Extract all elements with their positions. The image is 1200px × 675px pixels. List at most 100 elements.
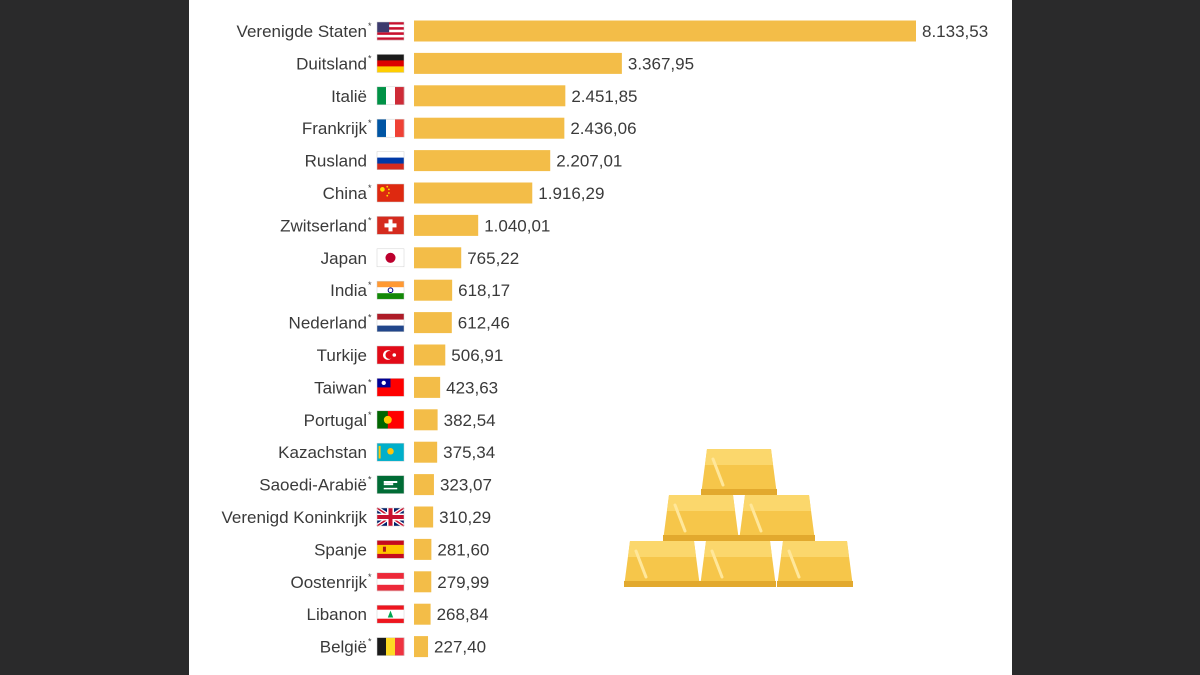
value-label-kazachstan: 375,34	[443, 443, 495, 462]
flag-ru-icon	[376, 151, 405, 170]
category-label-rusland: Rusland	[305, 152, 367, 171]
flag-fr-icon	[376, 118, 405, 138]
asterisk-mark: *	[368, 183, 372, 193]
bar-taiwan	[414, 376, 441, 398]
category-label-nederland: Nederland	[289, 314, 367, 333]
asterisk-mark: *	[368, 475, 372, 485]
category-label-japan: Japan	[321, 249, 367, 268]
bar-libanon	[414, 603, 431, 625]
asterisk-mark: *	[368, 53, 372, 63]
flag-tw-icon	[376, 378, 405, 397]
gold-ingot	[777, 541, 853, 587]
gold-ingot	[739, 495, 815, 541]
bar-portugal	[414, 409, 438, 431]
gold-ingot	[663, 495, 739, 541]
asterisk-mark: *	[368, 118, 372, 128]
bar-nederland	[414, 312, 452, 334]
asterisk-mark: *	[368, 313, 372, 323]
asterisk-mark: *	[368, 410, 372, 420]
value-label-taiwan: 423,63	[446, 378, 498, 397]
flag-nl-icon	[376, 313, 405, 332]
flag-ch-icon	[376, 216, 405, 235]
bar-itali	[414, 85, 566, 107]
value-label-portugal: 382,54	[444, 411, 496, 430]
flag-gb-icon	[375, 506, 406, 528]
flag-tr-icon	[376, 345, 405, 365]
bar-rusland	[414, 150, 551, 172]
bar-spanje	[414, 538, 432, 560]
category-label-belgi: België	[320, 638, 367, 657]
bar-kazachstan	[414, 441, 438, 463]
value-label-turkije: 506,91	[451, 346, 503, 365]
bar-verenigde-staten	[414, 20, 916, 42]
value-label-china: 1.916,29	[538, 184, 604, 203]
asterisk-mark: *	[368, 280, 372, 290]
flag-us-icon	[376, 21, 405, 41]
asterisk-mark: *	[368, 637, 372, 647]
value-label-belgi: 227,40	[434, 638, 486, 657]
flag-jp-icon	[376, 248, 405, 268]
gold-ingot	[701, 449, 777, 495]
asterisk-mark: *	[368, 21, 372, 31]
value-label-rusland: 2.207,01	[556, 152, 622, 171]
flag-pt-icon	[376, 410, 405, 430]
value-label-nederland: 612,46	[458, 314, 510, 333]
bar-duitsland	[414, 52, 622, 74]
category-label-turkije: Turkije	[317, 346, 367, 365]
category-label-verenigde-staten: Verenigde Staten	[237, 22, 367, 41]
asterisk-mark: *	[368, 377, 372, 387]
gold-ingot	[624, 541, 700, 587]
bar-india	[414, 279, 453, 301]
value-label-japan: 765,22	[467, 249, 519, 268]
category-label-oostenrijk: Oostenrijk	[290, 573, 367, 592]
flag-at-icon	[376, 572, 405, 592]
value-label-libanon: 268,84	[437, 605, 489, 624]
bar-turkije	[414, 344, 446, 366]
category-label-zwitserland: Zwitserland	[280, 216, 367, 235]
category-label-itali: Italië	[331, 87, 367, 106]
category-label-india: India	[330, 281, 367, 300]
category-label-frankrijk: Frankrijk	[302, 119, 368, 138]
value-label-spanje: 281,60	[437, 540, 489, 559]
value-label-zwitserland: 1.040,01	[484, 216, 550, 235]
flag-kz-icon	[376, 442, 405, 462]
value-label-verenigde-staten: 8.133,53	[922, 22, 988, 41]
category-label-duitsland: Duitsland	[296, 54, 367, 73]
value-label-saoedi-arabi: 323,07	[440, 476, 492, 495]
value-label-itali: 2.451,85	[571, 87, 637, 106]
category-label-portugal: Portugal	[304, 411, 367, 430]
flag-in-icon	[376, 280, 405, 300]
bar-oostenrijk	[414, 571, 432, 593]
flag-sa-icon	[376, 475, 405, 494]
bar-verenigd-koninkrijk	[414, 506, 434, 528]
value-label-india: 618,17	[458, 281, 510, 300]
value-label-duitsland: 3.367,95	[628, 54, 694, 73]
flag-es-icon	[376, 540, 405, 559]
asterisk-mark: *	[368, 215, 372, 225]
gold-ingot	[700, 541, 776, 587]
bar-belgi	[414, 636, 429, 658]
category-label-libanon: Libanon	[306, 605, 367, 624]
bar-saoedi-arabi	[414, 474, 434, 496]
category-label-spanje: Spanje	[314, 540, 367, 559]
gold-bars-icon	[624, 449, 853, 587]
value-label-frankrijk: 2.436,06	[570, 119, 636, 138]
value-label-oostenrijk: 279,99	[437, 573, 489, 592]
category-label-saoedi-arabi: Saoedi-Arabië	[259, 476, 367, 495]
chart-panel: Verenigde Staten * 8.133,53 Duitsland * 3.367…	[189, 0, 1012, 675]
category-label-taiwan: Taiwan	[314, 378, 367, 397]
bar-zwitserland	[414, 214, 479, 236]
flag-be-icon	[376, 637, 405, 656]
category-label-verenigd-koninkrijk: Verenigd Koninkrijk	[221, 508, 367, 527]
bar-japan	[414, 247, 462, 269]
flag-lb-icon	[376, 604, 405, 624]
category-label-kazachstan: Kazachstan	[278, 443, 367, 462]
flag-cn-icon	[376, 183, 405, 203]
flag-it-icon	[376, 86, 405, 106]
asterisk-mark: *	[368, 572, 372, 582]
bar-china	[414, 182, 533, 204]
category-label-china: China	[323, 184, 368, 203]
flag-de-icon	[376, 54, 405, 73]
bar-frankrijk	[414, 117, 565, 139]
